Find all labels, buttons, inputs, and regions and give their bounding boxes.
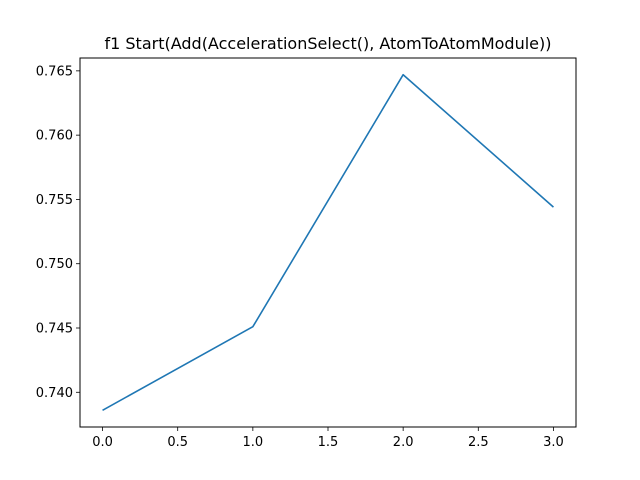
x-tick-label: 2.0 [393,435,414,450]
x-tick-label: 3.0 [543,435,564,450]
y-tick-label: 0.765 [36,64,73,79]
y-tick-label: 0.750 [36,257,73,272]
y-tick-label: 0.740 [36,386,73,401]
plot-frame [79,57,577,428]
x-axis: 0.0 0.5 1.0 1.5 2.0 2.5 3.0 [92,427,564,450]
x-tick-label: 1.5 [318,435,339,450]
series-layer [102,73,554,411]
series-line [102,73,554,411]
x-tick-label: 0.5 [167,435,188,450]
x-tick-label: 1.0 [243,435,264,450]
y-tick-label: 0.755 [36,193,73,208]
chart-title: f1 Start(Add(AccelerationSelect(), AtomT… [104,34,551,53]
y-tick-label: 0.745 [36,322,73,337]
y-tick-label: 0.760 [36,129,73,144]
x-tick-label: 2.5 [468,435,489,450]
x-tick-label: 0.0 [92,435,113,450]
y-axis: 0.740 0.745 0.750 0.755 0.760 0.765 [36,64,80,401]
